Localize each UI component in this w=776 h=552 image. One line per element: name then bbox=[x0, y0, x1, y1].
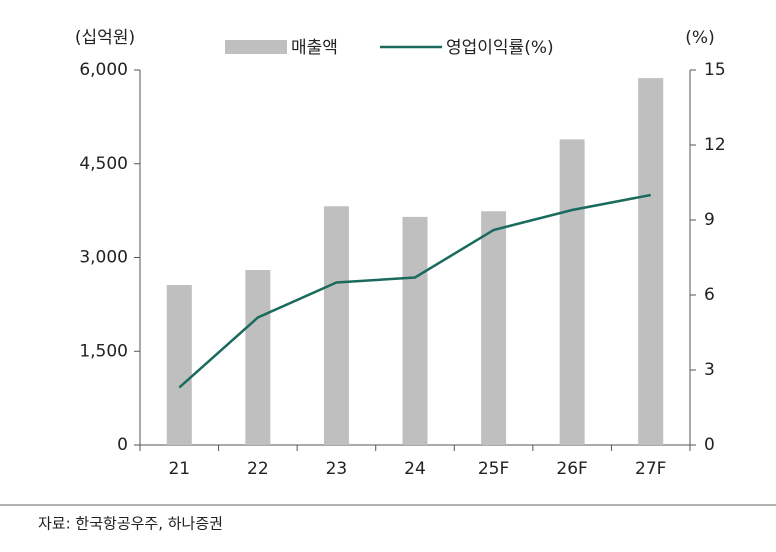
y-tick-label: 1,500 bbox=[79, 341, 128, 361]
x-tick-label: 26F bbox=[556, 459, 587, 479]
y-tick-label: 3,000 bbox=[79, 248, 128, 268]
bar bbox=[323, 206, 349, 445]
bar bbox=[638, 78, 664, 445]
legend-label: 영업이익률(%) bbox=[446, 38, 554, 58]
x-tick-label: 25F bbox=[478, 459, 509, 479]
x-tick-label: 24 bbox=[404, 459, 426, 479]
y-unit: (십억원) bbox=[75, 28, 135, 48]
y2-tick-label: 12 bbox=[704, 135, 726, 155]
source: 자료: 한국항공우주, 하나증권 bbox=[38, 515, 223, 533]
y2-tick-label: 6 bbox=[704, 285, 715, 305]
legend-swatch bbox=[225, 40, 287, 54]
y-tick-label: 6,000 bbox=[79, 60, 128, 80]
y2-tick-label: 9 bbox=[704, 210, 715, 230]
legend-label: 매출액 bbox=[291, 38, 338, 58]
bar bbox=[166, 285, 192, 445]
y2-unit: (%) bbox=[685, 28, 714, 48]
bar bbox=[481, 211, 507, 445]
y2-tick-label: 15 bbox=[704, 60, 726, 80]
bar bbox=[559, 139, 585, 445]
bar bbox=[245, 270, 271, 445]
line bbox=[178, 193, 651, 389]
x-tick-label: 22 bbox=[247, 459, 269, 479]
y-tick-label: 0 bbox=[117, 435, 128, 455]
y2-tick-label: 0 bbox=[704, 435, 715, 455]
bar bbox=[402, 216, 428, 445]
x-tick-label: 27F bbox=[635, 459, 666, 479]
y-tick-label: 4,500 bbox=[79, 154, 128, 174]
x-tick-label: 23 bbox=[326, 459, 348, 479]
x-tick-label: 21 bbox=[168, 459, 190, 479]
y2-tick-label: 3 bbox=[704, 360, 715, 380]
